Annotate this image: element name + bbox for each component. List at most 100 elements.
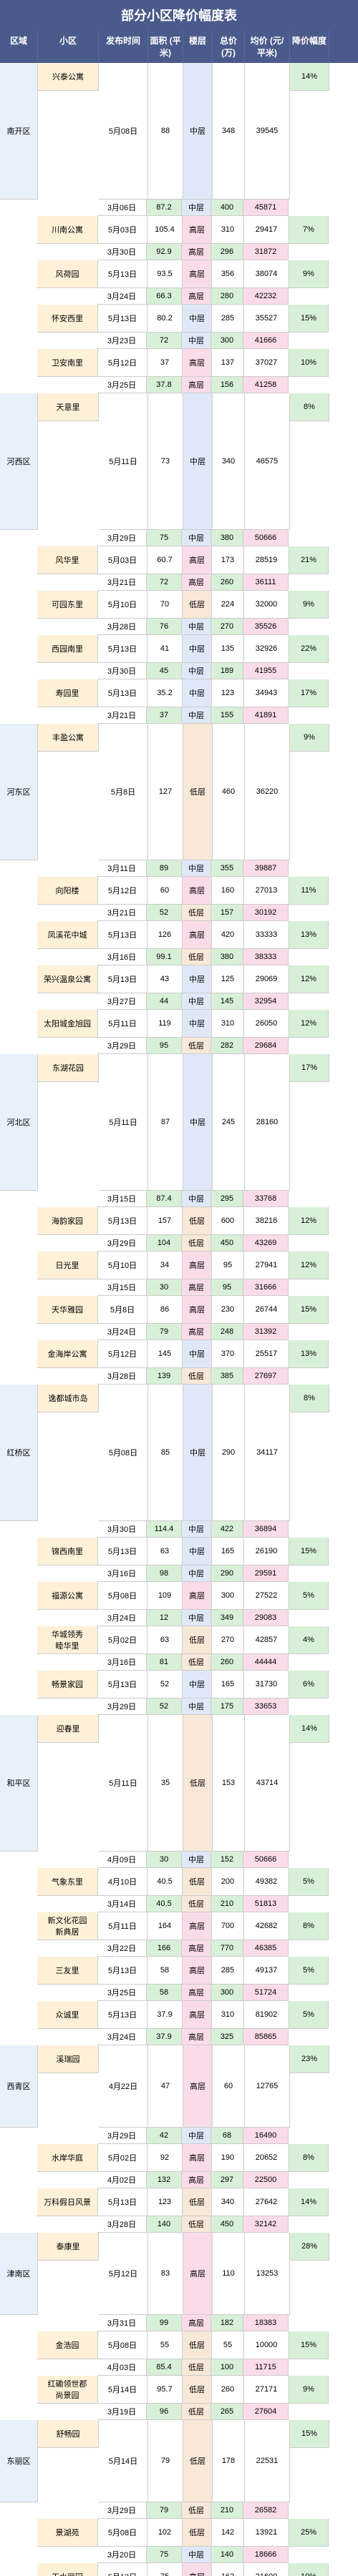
hdr-unit: 均价 (元/平米)	[245, 30, 290, 63]
data-cell: 中层	[183, 1010, 212, 1038]
data-cell: 中层	[183, 1538, 212, 1565]
table-row: 河西区天意里5月11日73中层340465758%	[0, 393, 358, 530]
table-row: 3月24日79高层24831392	[0, 1324, 358, 1340]
drop-cell: 17%	[289, 679, 329, 707]
data-cell: 73	[148, 393, 183, 530]
data-cell: 81	[147, 1654, 182, 1671]
data-cell: 385	[211, 1368, 243, 1385]
table-row: 3月31日99高层18218383	[0, 2315, 358, 2331]
data-cell: 114.4	[147, 1521, 182, 1538]
data-cell: 32000	[244, 591, 289, 619]
data-cell: 高层	[183, 1912, 212, 1940]
table-row: 3月22日166高层77046385	[0, 1940, 358, 1957]
data-cell: 27604	[243, 2404, 289, 2420]
data-cell: 173	[212, 546, 244, 574]
data-cell: 260	[211, 1654, 243, 1671]
data-cell: 3月24日	[97, 288, 147, 305]
data-cell: 79	[147, 2502, 182, 2519]
data-cell: 13921	[244, 2519, 289, 2547]
hdr-date: 发布时间	[99, 30, 148, 63]
data-cell: 3月16日	[97, 949, 147, 965]
data-cell: 中层	[182, 200, 211, 216]
data-cell: 22531	[245, 2420, 290, 2502]
data-cell: 355	[211, 860, 243, 877]
table-row: 寿园里5月13日35.2中层1233494317%	[0, 679, 358, 707]
complex-cell: 景湖苑	[37, 2519, 98, 2547]
data-cell: 41666	[243, 333, 289, 349]
data-cell: 27013	[244, 877, 289, 905]
drop-cell: 12%	[289, 965, 329, 993]
data-cell: 87	[148, 1054, 183, 1191]
data-cell: 105.4	[147, 216, 183, 244]
drop-cell: 9%	[289, 591, 329, 619]
data-cell: 低层	[182, 2502, 211, 2519]
data-cell: 5月02日	[98, 2144, 147, 2172]
data-cell: 68	[211, 2128, 243, 2144]
data-cell: 349	[211, 1610, 243, 1626]
data-cell: 高层	[183, 2144, 212, 2172]
data-cell: 370	[212, 1340, 244, 1368]
drop-cell: 9%	[289, 2376, 329, 2404]
data-cell: 37	[147, 707, 182, 724]
data-cell: 152	[211, 1852, 243, 1868]
data-cell: 35527	[244, 305, 289, 333]
drop-cell: 13%	[289, 921, 329, 949]
data-cell: 5月14日	[99, 2420, 148, 2502]
data-cell: 3月24日	[97, 1324, 147, 1340]
complex-cell: 寿园里	[37, 679, 98, 707]
complex-cell: 海韵家园	[37, 1207, 98, 1235]
data-cell: 200	[212, 1868, 244, 1896]
complex-cell: 怀安西里	[37, 305, 98, 333]
table-row: 西园南里5月13日41中层1353292622%	[0, 635, 358, 663]
data-cell: 5月11日	[98, 1912, 147, 1940]
table-row: 3月28日140低层45032142	[0, 2216, 358, 2233]
data-cell: 低层	[183, 1207, 212, 1235]
data-cell: 31730	[244, 1671, 289, 1699]
data-cell: 5月13日	[98, 1671, 147, 1699]
data-cell: 310	[212, 1010, 244, 1038]
complex-cell: 舒畅园	[38, 2420, 99, 2448]
data-cell: 3月16日	[97, 1565, 147, 1582]
data-cell: 低层	[183, 1626, 212, 1654]
data-cell: 380	[211, 530, 243, 546]
data-cell: 36220	[245, 724, 290, 860]
data-cell: 42	[147, 2128, 182, 2144]
data-cell: 3月21日	[97, 905, 147, 921]
table-row: 3月25日58高层30051724	[0, 1985, 358, 2001]
data-cell: 中层	[183, 1671, 212, 1699]
table-row: 3月20日75中层14018666	[0, 2547, 358, 2563]
data-cell: 44444	[243, 1654, 289, 1671]
data-cell: 高层	[183, 877, 212, 905]
table-row: 3月11日89中层35539887	[0, 860, 358, 877]
data-cell: 低层	[182, 2359, 211, 2376]
data-cell: 5月03日	[98, 216, 147, 244]
data-cell: 3月30日	[97, 244, 147, 260]
table-row: 红桥区逸都城市岛5月08日85中层290341178%	[0, 1385, 358, 1521]
data-cell: 34117	[245, 1385, 290, 1521]
table-row: 凤溪花中城5月13日126高层4203333313%	[0, 921, 358, 949]
data-cell: 5月08日	[99, 63, 148, 200]
data-cell: 3月24日	[97, 2029, 147, 2045]
table-row: 3月29日42中层6816490	[0, 2128, 358, 2144]
complex-cell: 丰盈公寓	[38, 724, 99, 752]
data-cell: 39545	[245, 63, 290, 200]
data-cell: 5月08日	[98, 2519, 147, 2547]
data-cell: 95	[212, 1252, 244, 1279]
data-cell: 165	[212, 1538, 244, 1565]
data-cell: 5月13日	[98, 1207, 147, 1235]
data-cell: 248	[211, 1324, 243, 1340]
data-cell: 低层	[182, 2216, 211, 2233]
data-cell: 低层	[182, 2404, 211, 2420]
drop-cell: 14%	[290, 1715, 329, 1743]
data-cell: 55	[212, 2331, 244, 2359]
data-cell: 高层	[183, 1957, 212, 1985]
data-cell: 29069	[244, 965, 289, 993]
drop-cell: 21%	[289, 546, 329, 574]
data-cell: 5月08日	[98, 1582, 147, 1610]
data-cell: 26050	[244, 1010, 289, 1038]
table-row: 3月29日75中层38050666	[0, 530, 358, 546]
data-cell: 中层	[183, 635, 212, 663]
table-row: 3月24日66.3高层28042232	[0, 288, 358, 305]
data-cell: 81902	[244, 2001, 289, 2029]
data-cell: 139	[147, 1368, 182, 1385]
